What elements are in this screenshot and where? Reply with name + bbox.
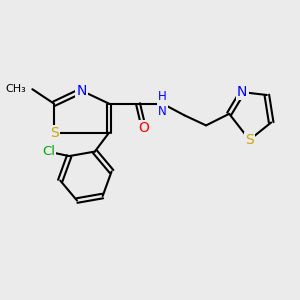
Text: N: N xyxy=(237,85,247,99)
Text: H
N: H N xyxy=(158,90,167,118)
Text: S: S xyxy=(245,133,254,147)
Text: O: O xyxy=(138,121,149,135)
Text: CH₃: CH₃ xyxy=(6,84,27,94)
Text: S: S xyxy=(50,126,58,140)
Text: Cl: Cl xyxy=(42,145,56,158)
Text: N: N xyxy=(76,84,87,98)
